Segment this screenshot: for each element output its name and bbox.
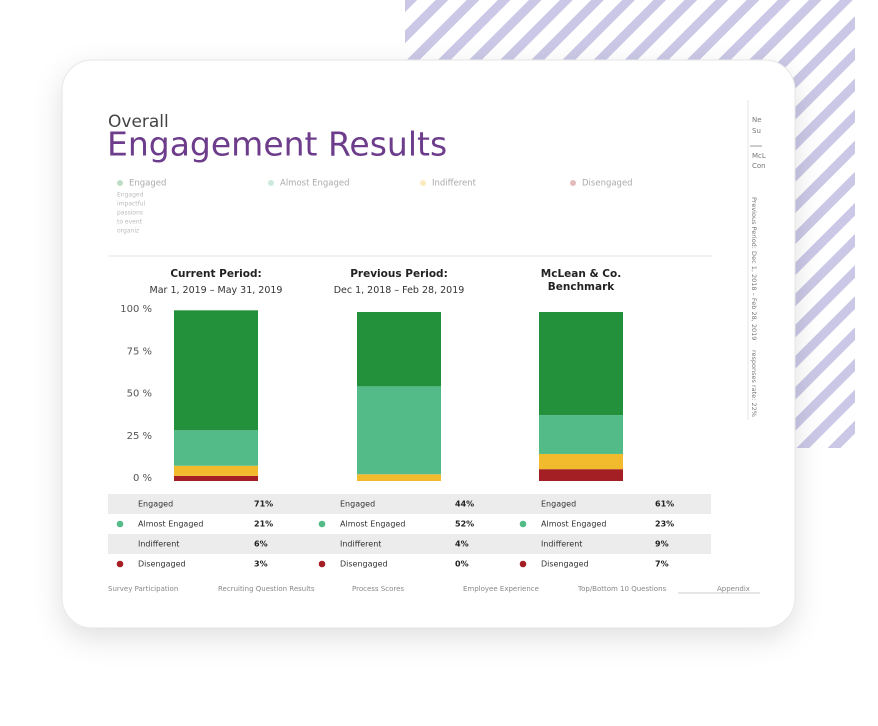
legend-label: Almost Engaged <box>280 179 350 189</box>
row-dot <box>116 560 124 568</box>
side-rate: responses rate: 22% <box>750 350 758 417</box>
row-label: Engaged <box>138 500 173 509</box>
legend-label: Engaged <box>129 179 166 189</box>
row-value: 23% <box>655 520 674 529</box>
row-label: Engaged <box>541 500 576 509</box>
bar-segment <box>174 430 258 466</box>
row-value: 9% <box>655 540 669 549</box>
bar-segment <box>539 312 623 416</box>
row-dot <box>519 560 527 568</box>
bar-segment <box>357 474 441 481</box>
nav-item: Employee Experience <box>463 585 539 593</box>
bar-segment <box>357 386 441 475</box>
row-label: Disengaged <box>340 560 388 569</box>
kicker: Overall <box>108 112 169 132</box>
nav-item: Process Scores <box>352 585 404 593</box>
row-dot <box>116 520 124 528</box>
category-date: Dec 1, 2018 – Feb 28, 2019 <box>333 285 465 296</box>
row-label: Engaged <box>340 500 375 509</box>
row-dot <box>318 560 326 568</box>
row-value: 4% <box>455 540 469 549</box>
legend-note: organiz <box>117 228 139 235</box>
legend-label: Disengaged <box>582 179 633 189</box>
nav-item: Survey Participation <box>108 585 178 593</box>
row-value: 3% <box>254 560 268 569</box>
nav-item: Recruiting Question Results <box>218 585 315 593</box>
row-label: Disengaged <box>138 560 186 569</box>
row-value: 52% <box>455 520 474 529</box>
side-text: Con <box>752 162 766 170</box>
y-tick-label: 75 % <box>127 346 152 357</box>
legend-dot <box>420 180 426 186</box>
category-date: Mar 1, 2019 – May 31, 2019 <box>149 285 283 296</box>
category-label: Previous Period: <box>350 268 448 280</box>
legend-dot <box>117 180 123 186</box>
bar-segment <box>174 465 258 476</box>
legend-dot <box>570 180 576 186</box>
nav-item: Top/Bottom 10 Questions <box>577 585 667 593</box>
side-text: Su <box>752 127 761 135</box>
row-value: 61% <box>655 500 674 509</box>
side-period: Previous Period: Dec 1, 2018 – Feb 28, 2… <box>750 197 758 340</box>
bar-segment <box>357 312 441 387</box>
row-value: 71% <box>254 500 273 509</box>
row-value: 44% <box>455 500 474 509</box>
bar-segment <box>174 475 258 481</box>
bar-segment <box>174 310 258 431</box>
row-label: Almost Engaged <box>138 520 203 529</box>
legend-note: to event <box>117 219 143 226</box>
legend-note: Engaged <box>117 192 144 199</box>
y-tick-label: 25 % <box>127 431 152 442</box>
y-tick-label: 0 % <box>133 473 152 484</box>
side-text: McL <box>752 152 766 160</box>
row-label: Indifferent <box>541 540 582 549</box>
legend-note: impactful <box>117 201 146 208</box>
row-value: 7% <box>655 560 669 569</box>
row-value: 0% <box>455 560 469 569</box>
y-tick-label: 50 % <box>127 389 152 400</box>
row-dot <box>519 520 527 528</box>
row-dot <box>318 520 326 528</box>
bar-segment <box>539 453 623 470</box>
side-text: Ne <box>752 116 762 124</box>
y-tick-label: 100 % <box>120 304 152 315</box>
bar-segment <box>539 469 623 481</box>
category-label: Current Period: <box>170 268 262 280</box>
legend-note: passions <box>117 210 143 217</box>
nav-item: Appendix <box>717 585 750 593</box>
table-row-bg <box>108 534 711 554</box>
legend-dot <box>268 180 274 186</box>
row-value: 6% <box>254 540 268 549</box>
row-label: Disengaged <box>541 560 589 569</box>
row-label: Indifferent <box>138 540 179 549</box>
title: Engagement Results <box>107 125 447 164</box>
category-label: McLean & Co. Benchmark <box>540 268 622 293</box>
table-row-bg <box>108 494 711 514</box>
bar-segment <box>539 415 623 454</box>
row-label: Almost Engaged <box>340 520 405 529</box>
legend-label: Indifferent <box>432 179 477 189</box>
row-label: Indifferent <box>340 540 381 549</box>
row-value: 21% <box>254 520 273 529</box>
row-label: Almost Engaged <box>541 520 606 529</box>
